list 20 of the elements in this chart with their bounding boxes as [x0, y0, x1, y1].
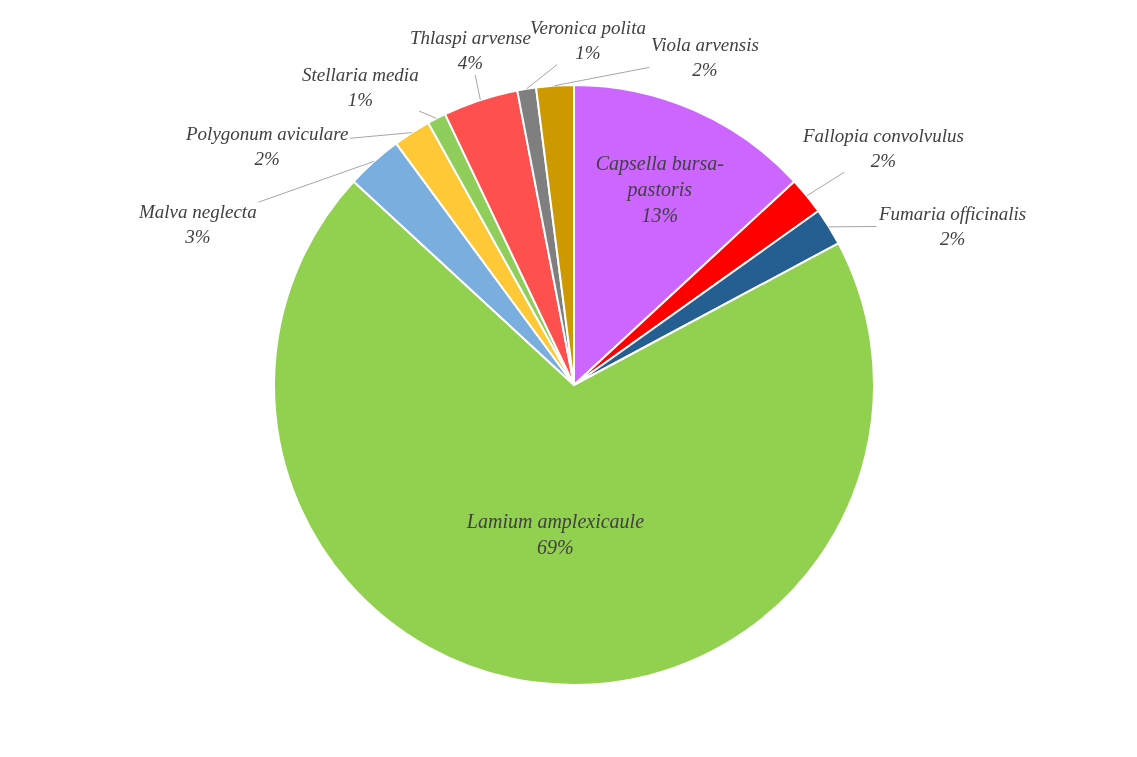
data-label: 2% — [939, 227, 966, 249]
data-label: 2% — [254, 147, 280, 169]
slice-label: Thlaspi arvense — [410, 27, 531, 48]
data-label: 13% — [641, 203, 679, 226]
slice-label: Polygonum aviculare — [185, 123, 349, 144]
slice-label: Stellaria media — [302, 64, 419, 85]
data-label: 1% — [575, 41, 601, 63]
slice-label: Malva neglecta — [138, 201, 257, 222]
data-label: 4% — [457, 51, 484, 73]
slice-label: Lamium amplexicaule — [465, 509, 645, 533]
data-label: 2% — [692, 58, 718, 80]
slice-label: Viola arvensis — [651, 34, 759, 55]
slice-label: Capsella bursa-pastoris — [595, 151, 725, 201]
slice-label: Veronica polita — [530, 17, 646, 38]
slice-label: Fallopia convolvulus — [802, 125, 964, 146]
data-label: 1% — [347, 88, 373, 110]
data-label: 69% — [537, 535, 574, 558]
data-label: 3% — [184, 225, 211, 247]
slice-label: Fumaria officinalis — [878, 203, 1027, 224]
data-label: 2% — [870, 149, 897, 171]
